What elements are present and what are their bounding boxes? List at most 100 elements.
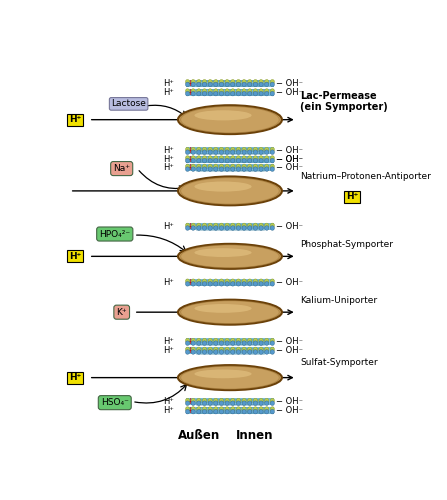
- Circle shape: [265, 226, 269, 230]
- Text: H⁺: H⁺: [163, 88, 173, 97]
- Circle shape: [219, 282, 224, 286]
- Ellipse shape: [194, 248, 252, 257]
- Circle shape: [270, 80, 274, 84]
- Bar: [186, 148, 274, 154]
- Circle shape: [236, 158, 240, 163]
- Circle shape: [225, 88, 229, 94]
- Circle shape: [242, 347, 246, 352]
- Circle shape: [197, 398, 201, 403]
- Circle shape: [191, 401, 195, 406]
- Circle shape: [231, 88, 235, 94]
- Circle shape: [219, 223, 224, 228]
- Circle shape: [191, 279, 195, 283]
- Text: Na⁺: Na⁺: [113, 164, 130, 173]
- Circle shape: [259, 401, 263, 406]
- Circle shape: [186, 338, 190, 343]
- Text: K⁺: K⁺: [116, 308, 127, 316]
- Circle shape: [253, 279, 257, 283]
- Circle shape: [248, 158, 252, 163]
- Circle shape: [242, 341, 246, 345]
- Circle shape: [202, 223, 207, 228]
- Ellipse shape: [194, 304, 252, 313]
- Circle shape: [236, 282, 240, 286]
- Circle shape: [231, 148, 235, 152]
- Text: Lac-Permease
(ein Symporter): Lac-Permease (ein Symporter): [300, 91, 388, 112]
- Circle shape: [270, 164, 274, 169]
- Circle shape: [186, 341, 190, 345]
- Circle shape: [197, 401, 201, 406]
- Circle shape: [259, 350, 263, 354]
- Circle shape: [265, 347, 269, 352]
- Circle shape: [225, 82, 229, 86]
- Circle shape: [191, 88, 195, 94]
- Circle shape: [219, 338, 224, 343]
- Circle shape: [225, 92, 229, 96]
- Circle shape: [242, 88, 246, 94]
- Circle shape: [197, 350, 201, 354]
- Circle shape: [214, 350, 218, 354]
- Circle shape: [270, 223, 274, 228]
- Circle shape: [225, 167, 229, 172]
- Circle shape: [231, 401, 235, 406]
- Circle shape: [253, 92, 257, 96]
- Bar: [186, 89, 274, 96]
- Circle shape: [270, 88, 274, 94]
- Text: +: +: [186, 346, 194, 355]
- Circle shape: [248, 80, 252, 84]
- Text: H⁺: H⁺: [163, 338, 173, 346]
- Circle shape: [214, 88, 218, 94]
- Circle shape: [219, 164, 224, 169]
- Text: Lactose: Lactose: [111, 100, 146, 108]
- Circle shape: [270, 156, 274, 160]
- Circle shape: [259, 150, 263, 154]
- Bar: [186, 279, 274, 286]
- Circle shape: [208, 401, 212, 406]
- Circle shape: [202, 148, 207, 152]
- Circle shape: [202, 338, 207, 343]
- Circle shape: [202, 156, 207, 160]
- Circle shape: [202, 410, 207, 414]
- Circle shape: [186, 279, 190, 283]
- Circle shape: [248, 156, 252, 160]
- Circle shape: [259, 82, 263, 86]
- Circle shape: [214, 80, 218, 84]
- Circle shape: [208, 82, 212, 86]
- Text: − OH⁻: − OH⁻: [276, 78, 303, 88]
- Ellipse shape: [194, 370, 252, 378]
- Circle shape: [242, 82, 246, 86]
- Circle shape: [225, 398, 229, 403]
- Circle shape: [186, 407, 190, 412]
- Text: +: +: [186, 78, 194, 88]
- Circle shape: [197, 407, 201, 412]
- Circle shape: [202, 407, 207, 412]
- Circle shape: [259, 148, 263, 152]
- Circle shape: [236, 398, 240, 403]
- Circle shape: [248, 164, 252, 169]
- Text: H⁺: H⁺: [163, 278, 173, 287]
- Circle shape: [191, 156, 195, 160]
- Circle shape: [219, 407, 224, 412]
- Text: − OH⁻: − OH⁻: [276, 406, 303, 415]
- Text: HSO₄⁻: HSO₄⁻: [101, 398, 129, 407]
- Circle shape: [191, 82, 195, 86]
- Circle shape: [186, 82, 190, 86]
- Circle shape: [253, 148, 257, 152]
- Circle shape: [236, 88, 240, 94]
- Circle shape: [231, 156, 235, 160]
- Circle shape: [231, 158, 235, 163]
- Circle shape: [202, 92, 207, 96]
- Circle shape: [259, 410, 263, 414]
- Circle shape: [242, 223, 246, 228]
- Text: Natrium–Protonen-Antiporter: Natrium–Protonen-Antiporter: [300, 172, 431, 181]
- Text: H⁺: H⁺: [163, 164, 173, 172]
- Circle shape: [186, 88, 190, 94]
- Circle shape: [202, 158, 207, 163]
- Circle shape: [259, 223, 263, 228]
- Circle shape: [214, 150, 218, 154]
- Circle shape: [191, 167, 195, 172]
- Circle shape: [253, 282, 257, 286]
- Text: − OH⁻: − OH⁻: [276, 338, 303, 346]
- Circle shape: [236, 338, 240, 343]
- Circle shape: [225, 164, 229, 169]
- Circle shape: [208, 164, 212, 169]
